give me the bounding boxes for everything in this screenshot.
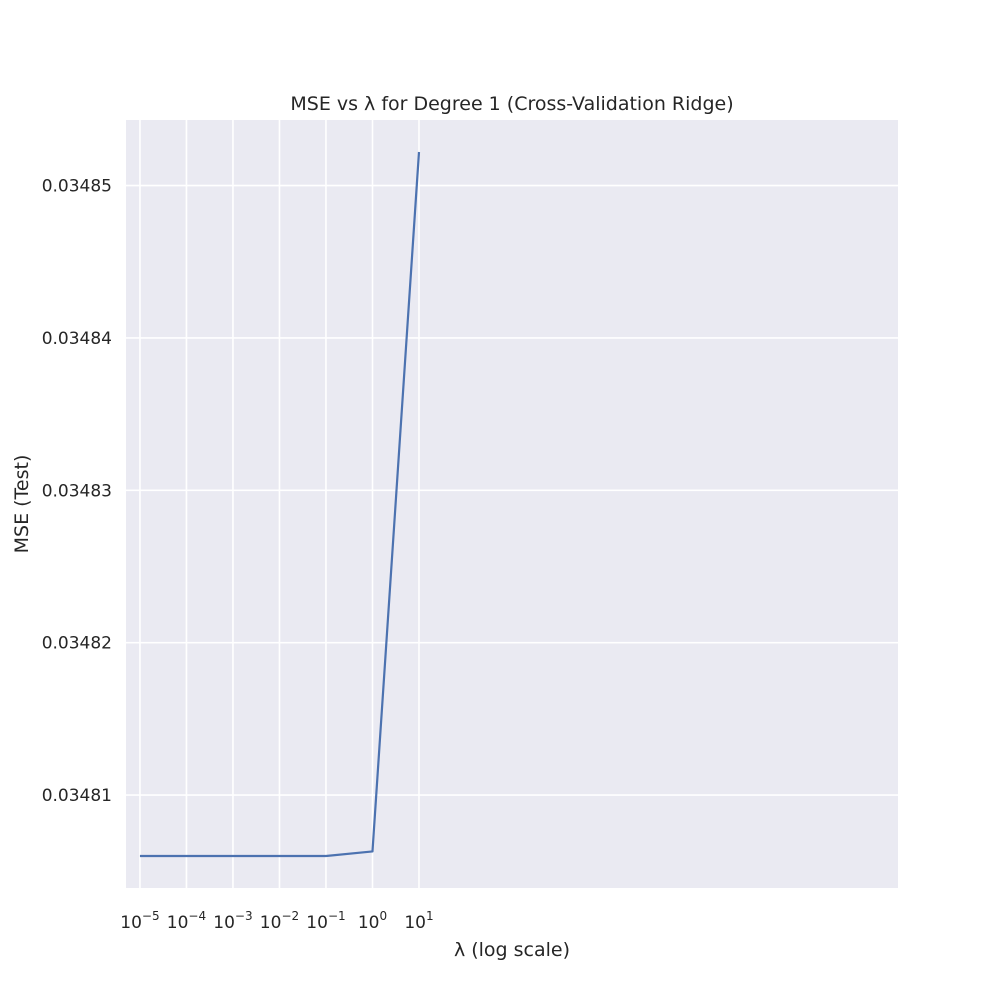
x-tick-exponent: −1 [328,909,346,923]
x-tick-exponent: −3 [235,909,253,923]
x-tick-label: 10−1 [306,909,345,933]
chart-title: MSE vs λ for Degree 1 (Cross-Validation … [290,93,733,115]
x-tick-base: 10 [213,913,235,933]
x-tick-label: 101 [404,909,433,933]
x-tick-label: 10−5 [120,909,159,933]
x-axis-label: λ (log scale) [454,939,570,961]
series-line [139,151,421,858]
y-tick-label: 0.03482 [42,634,112,654]
y-tick-label: 0.03483 [42,481,112,501]
x-tick-base: 10 [120,913,142,933]
x-tick-exponent: −4 [188,909,206,923]
y-axis-label: MSE (Test) [11,455,33,554]
x-tick-base: 10 [306,913,328,933]
series-layer [139,151,421,858]
plot-area [126,120,898,888]
y-axis-ticks: 0.03481 0.03482 0.03483 0.03484 0.03485 [42,177,112,807]
x-tick-exponent: −5 [142,909,160,923]
y-tick-label: 0.03484 [42,329,112,349]
x-tick-base: 10 [260,913,282,933]
x-tick-label: 100 [358,909,387,933]
x-tick-base: 10 [404,913,426,933]
x-axis-ticks: 10−5 10−4 10−3 10−2 10−1 100 101 [120,909,433,933]
x-tick-exponent: 0 [379,909,387,923]
grid-layer [126,120,898,888]
y-tick-label: 0.03485 [42,177,112,197]
x-tick-exponent: −2 [281,909,299,923]
x-tick-base: 10 [358,913,380,933]
x-tick-base: 10 [167,913,189,933]
x-tick-label: 10−3 [213,909,252,933]
x-tick-exponent: 1 [426,909,434,923]
x-tick-label: 10−4 [167,909,206,933]
y-tick-label: 0.03481 [42,786,112,806]
x-tick-label: 10−2 [260,909,299,933]
